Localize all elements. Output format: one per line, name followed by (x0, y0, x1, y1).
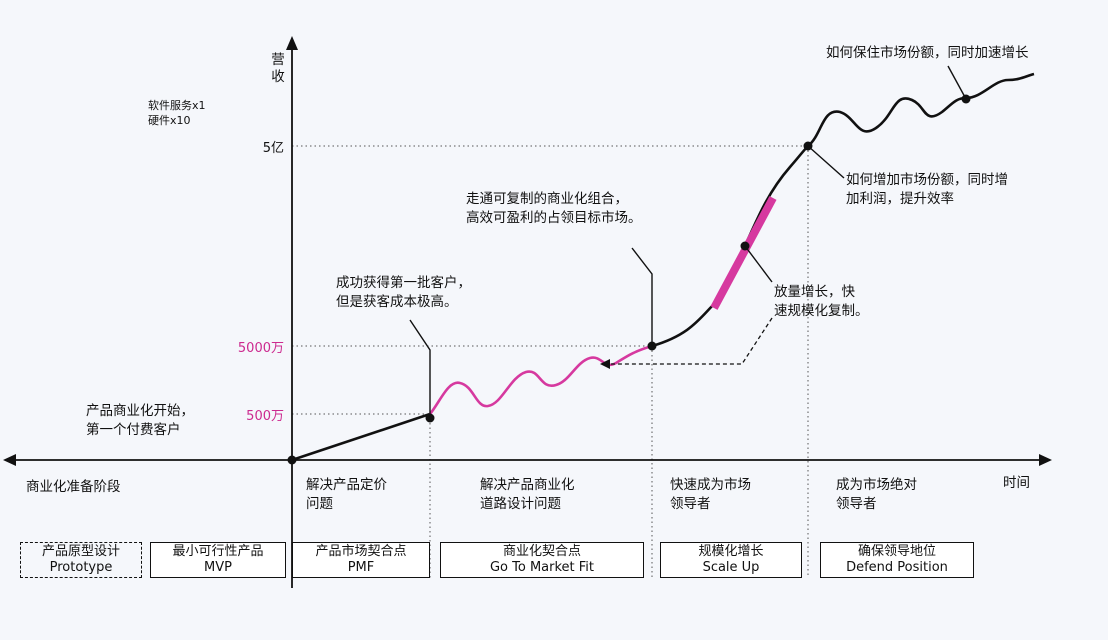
leader-defend (947, 65, 967, 100)
annotation-scale-up: 放量增长，快 速规模化复制。 (774, 284, 869, 319)
curve-segment-mvp (291, 412, 431, 462)
annotation-market-share: 如何增加市场份额，同时增 加利润，提升效率 (846, 172, 1008, 207)
x-axis-arrow-right (1039, 454, 1052, 466)
axes (10, 44, 1046, 588)
leader-scale-up (744, 245, 773, 283)
annotation-gtm: 走通可复制的商业化组合， 高效可盈利的占领目标市场。 (466, 191, 642, 226)
return-arrow (606, 317, 773, 365)
phase-label-4: 快速成为市场 领导者 (670, 477, 751, 512)
milestone-500wan (425, 413, 435, 423)
curve-segment-pmf (428, 344, 653, 415)
leader-market-share (807, 145, 845, 179)
milestones (287, 94, 971, 465)
phase-label-3: 解决产品商业化 道路设计问题 (480, 477, 575, 512)
tick-label-500wan: 500万 (246, 409, 284, 424)
y-axis-label: 营收 (271, 52, 285, 85)
curve-segment-growth (651, 72, 1035, 348)
stage-box-prototype: 产品原型设计 Prototype (20, 542, 142, 578)
legend-line-1: 软件服务x1 (148, 99, 206, 112)
milestone-first-customer (287, 455, 297, 465)
return-arrow-head (600, 359, 610, 369)
stage-box-mvp: 最小可行性产品 MVP (150, 542, 286, 578)
phase-label-5: 成为市场绝对 领导者 (836, 477, 917, 512)
stage-box-pmf: 产品市场契合点 PMF (292, 542, 430, 578)
stage-box-scale-up: 规模化增长 Scale Up (660, 542, 802, 578)
legend-line-2: 硬件x10 (148, 114, 191, 127)
annotation-defend: 如何保住市场份额，同时加速增长 (826, 45, 1029, 61)
guide-lines (292, 145, 809, 578)
x-axis-arrow-left (3, 454, 16, 466)
leader-lines (409, 65, 967, 414)
phase-label-1: 商业化准备阶段 (26, 479, 121, 495)
y-axis-arrow (286, 36, 298, 50)
leader-gtm (631, 247, 653, 346)
stage-box-defend: 确保领导地位 Defend Position (820, 542, 974, 578)
x-axis-label: 时间 (1003, 475, 1030, 491)
stage-box-gtm: 商业化契合点 Go To Market Fit (440, 542, 644, 578)
leader-first-customers (409, 319, 431, 414)
annotation-first-batch: 成功获得第一批客户， 但是获客成本极高。 (336, 275, 471, 310)
scale-up-highlight (710, 196, 777, 310)
tick-label-5000wan: 5000万 (237, 341, 284, 356)
phase-label-2: 解决产品定价 问题 (306, 477, 387, 512)
tick-label-5yi: 5亿 (262, 141, 284, 156)
annotation-first-customer: 产品商业化开始， 第一个付费客户 (86, 403, 194, 438)
